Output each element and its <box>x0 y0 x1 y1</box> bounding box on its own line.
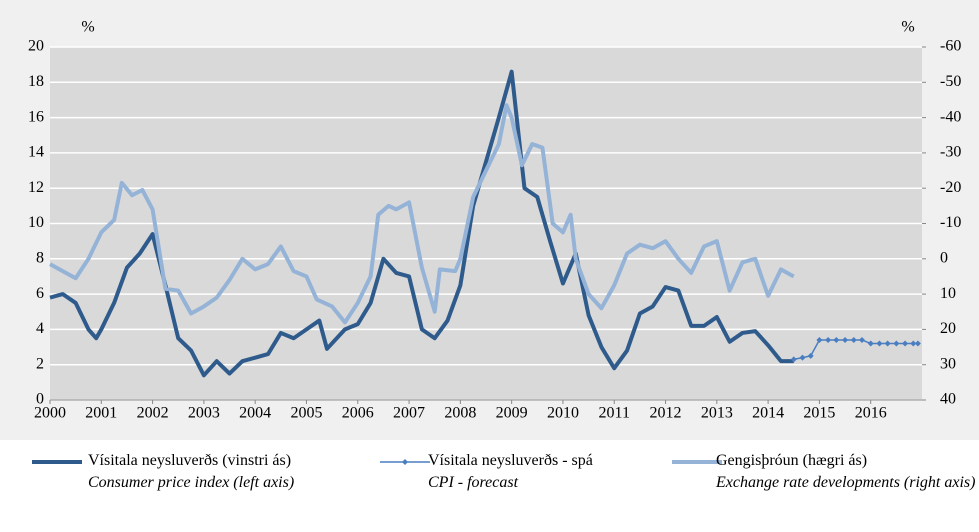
x-tick-label: 2004 <box>239 405 271 422</box>
forecast-marker <box>850 336 857 343</box>
x-tick-label: 2014 <box>752 405 784 422</box>
y-tick-label: 12 <box>28 179 44 196</box>
y-tick-label: 10 <box>28 214 44 231</box>
legend-swatch <box>32 460 82 464</box>
forecast-marker <box>790 356 797 363</box>
y2-tick-label: 10 <box>940 285 956 302</box>
legend-marker <box>402 459 408 465</box>
x-tick-label: 2002 <box>137 405 169 422</box>
forecast-marker <box>910 340 917 347</box>
y2-axis-label: % <box>901 19 914 36</box>
y2-tick-label: -20 <box>940 179 961 196</box>
forecast-marker <box>893 340 900 347</box>
x-tick-label: 2013 <box>701 405 733 422</box>
y-tick-label: 20 <box>28 38 44 55</box>
x-tick-label: 2005 <box>290 405 322 422</box>
forecast-marker <box>833 336 840 343</box>
x-tick-label: 2007 <box>393 405 425 422</box>
legend: Vísitala neysluverðs (vinstri ás) Consume… <box>0 452 979 532</box>
forecast-marker <box>816 336 823 343</box>
legend-sublabel: CPI - forecast <box>428 474 519 491</box>
x-tick-label: 2003 <box>188 405 220 422</box>
y2-tick-label: -60 <box>940 38 961 55</box>
y-tick-label: 6 <box>36 285 44 302</box>
y-axis-label: % <box>81 19 94 36</box>
y-tick-label: 4 <box>36 320 44 337</box>
x-tick-label: 2008 <box>444 405 476 422</box>
series-line <box>49 103 795 325</box>
legend-swatch <box>672 460 722 464</box>
forecast-marker <box>876 340 883 347</box>
chart: % % 02468101214161820403020100-10-20-30-… <box>0 0 979 440</box>
y-tick-label: 18 <box>28 73 44 90</box>
forecast-marker <box>914 340 921 347</box>
legend-label: Vísitala neysluverðs (vinstri ás) <box>88 452 292 469</box>
y-tick-label: 16 <box>28 108 44 125</box>
x-tick-label: 2015 <box>803 405 835 422</box>
x-tick-label: 2012 <box>650 405 682 422</box>
legend-sublabel: Consumer price index (left axis) <box>88 474 295 491</box>
legend-entry: Gengisþróun (hægri ás) Exchange rate deve… <box>716 452 976 493</box>
legend-entry: Vísitala neysluverðs - spá CPI - forecast <box>428 452 688 493</box>
forecast-marker <box>858 336 865 343</box>
forecast-marker <box>807 352 814 359</box>
legend-label: Vísitala neysluverðs - spá <box>428 452 593 469</box>
y-tick-label: 2 <box>36 355 44 372</box>
y2-tick-label: 40 <box>940 391 956 408</box>
y2-tick-label: -10 <box>940 214 961 231</box>
forecast-marker <box>902 340 909 347</box>
legend-swatch <box>380 459 430 465</box>
y-tick-label: 0 <box>36 391 44 408</box>
y2-tick-label: 0 <box>940 249 948 266</box>
forecast-marker <box>799 354 806 361</box>
x-tick-label: 2011 <box>599 405 630 422</box>
forecast-marker <box>825 336 832 343</box>
series-line <box>793 339 918 361</box>
legend-sublabel: Exchange rate developments (right axis) <box>716 474 976 491</box>
y2-tick-label: -50 <box>940 73 961 90</box>
x-tick-label: 2006 <box>342 405 374 422</box>
legend-entry: Vísitala neysluverðs (vinstri ás) Consume… <box>88 452 428 493</box>
x-tick-label: 2009 <box>496 405 528 422</box>
x-tick-label: 2001 <box>85 405 117 422</box>
forecast-marker <box>842 336 849 343</box>
y2-tick-label: -40 <box>940 108 961 125</box>
forecast-marker <box>884 340 891 347</box>
x-tick-label: 2010 <box>547 405 579 422</box>
y-tick-label: 14 <box>28 144 44 161</box>
y-tick-label: 8 <box>36 249 44 266</box>
legend-label: Gengisþróun (hægri ás) <box>716 452 868 469</box>
y2-tick-label: -30 <box>940 144 961 161</box>
y2-tick-label: 20 <box>940 320 956 337</box>
x-tick-label: 2000 <box>34 405 66 422</box>
x-tick-label: 2016 <box>855 405 887 422</box>
forecast-marker <box>867 340 874 347</box>
y2-tick-label: 30 <box>940 355 956 372</box>
